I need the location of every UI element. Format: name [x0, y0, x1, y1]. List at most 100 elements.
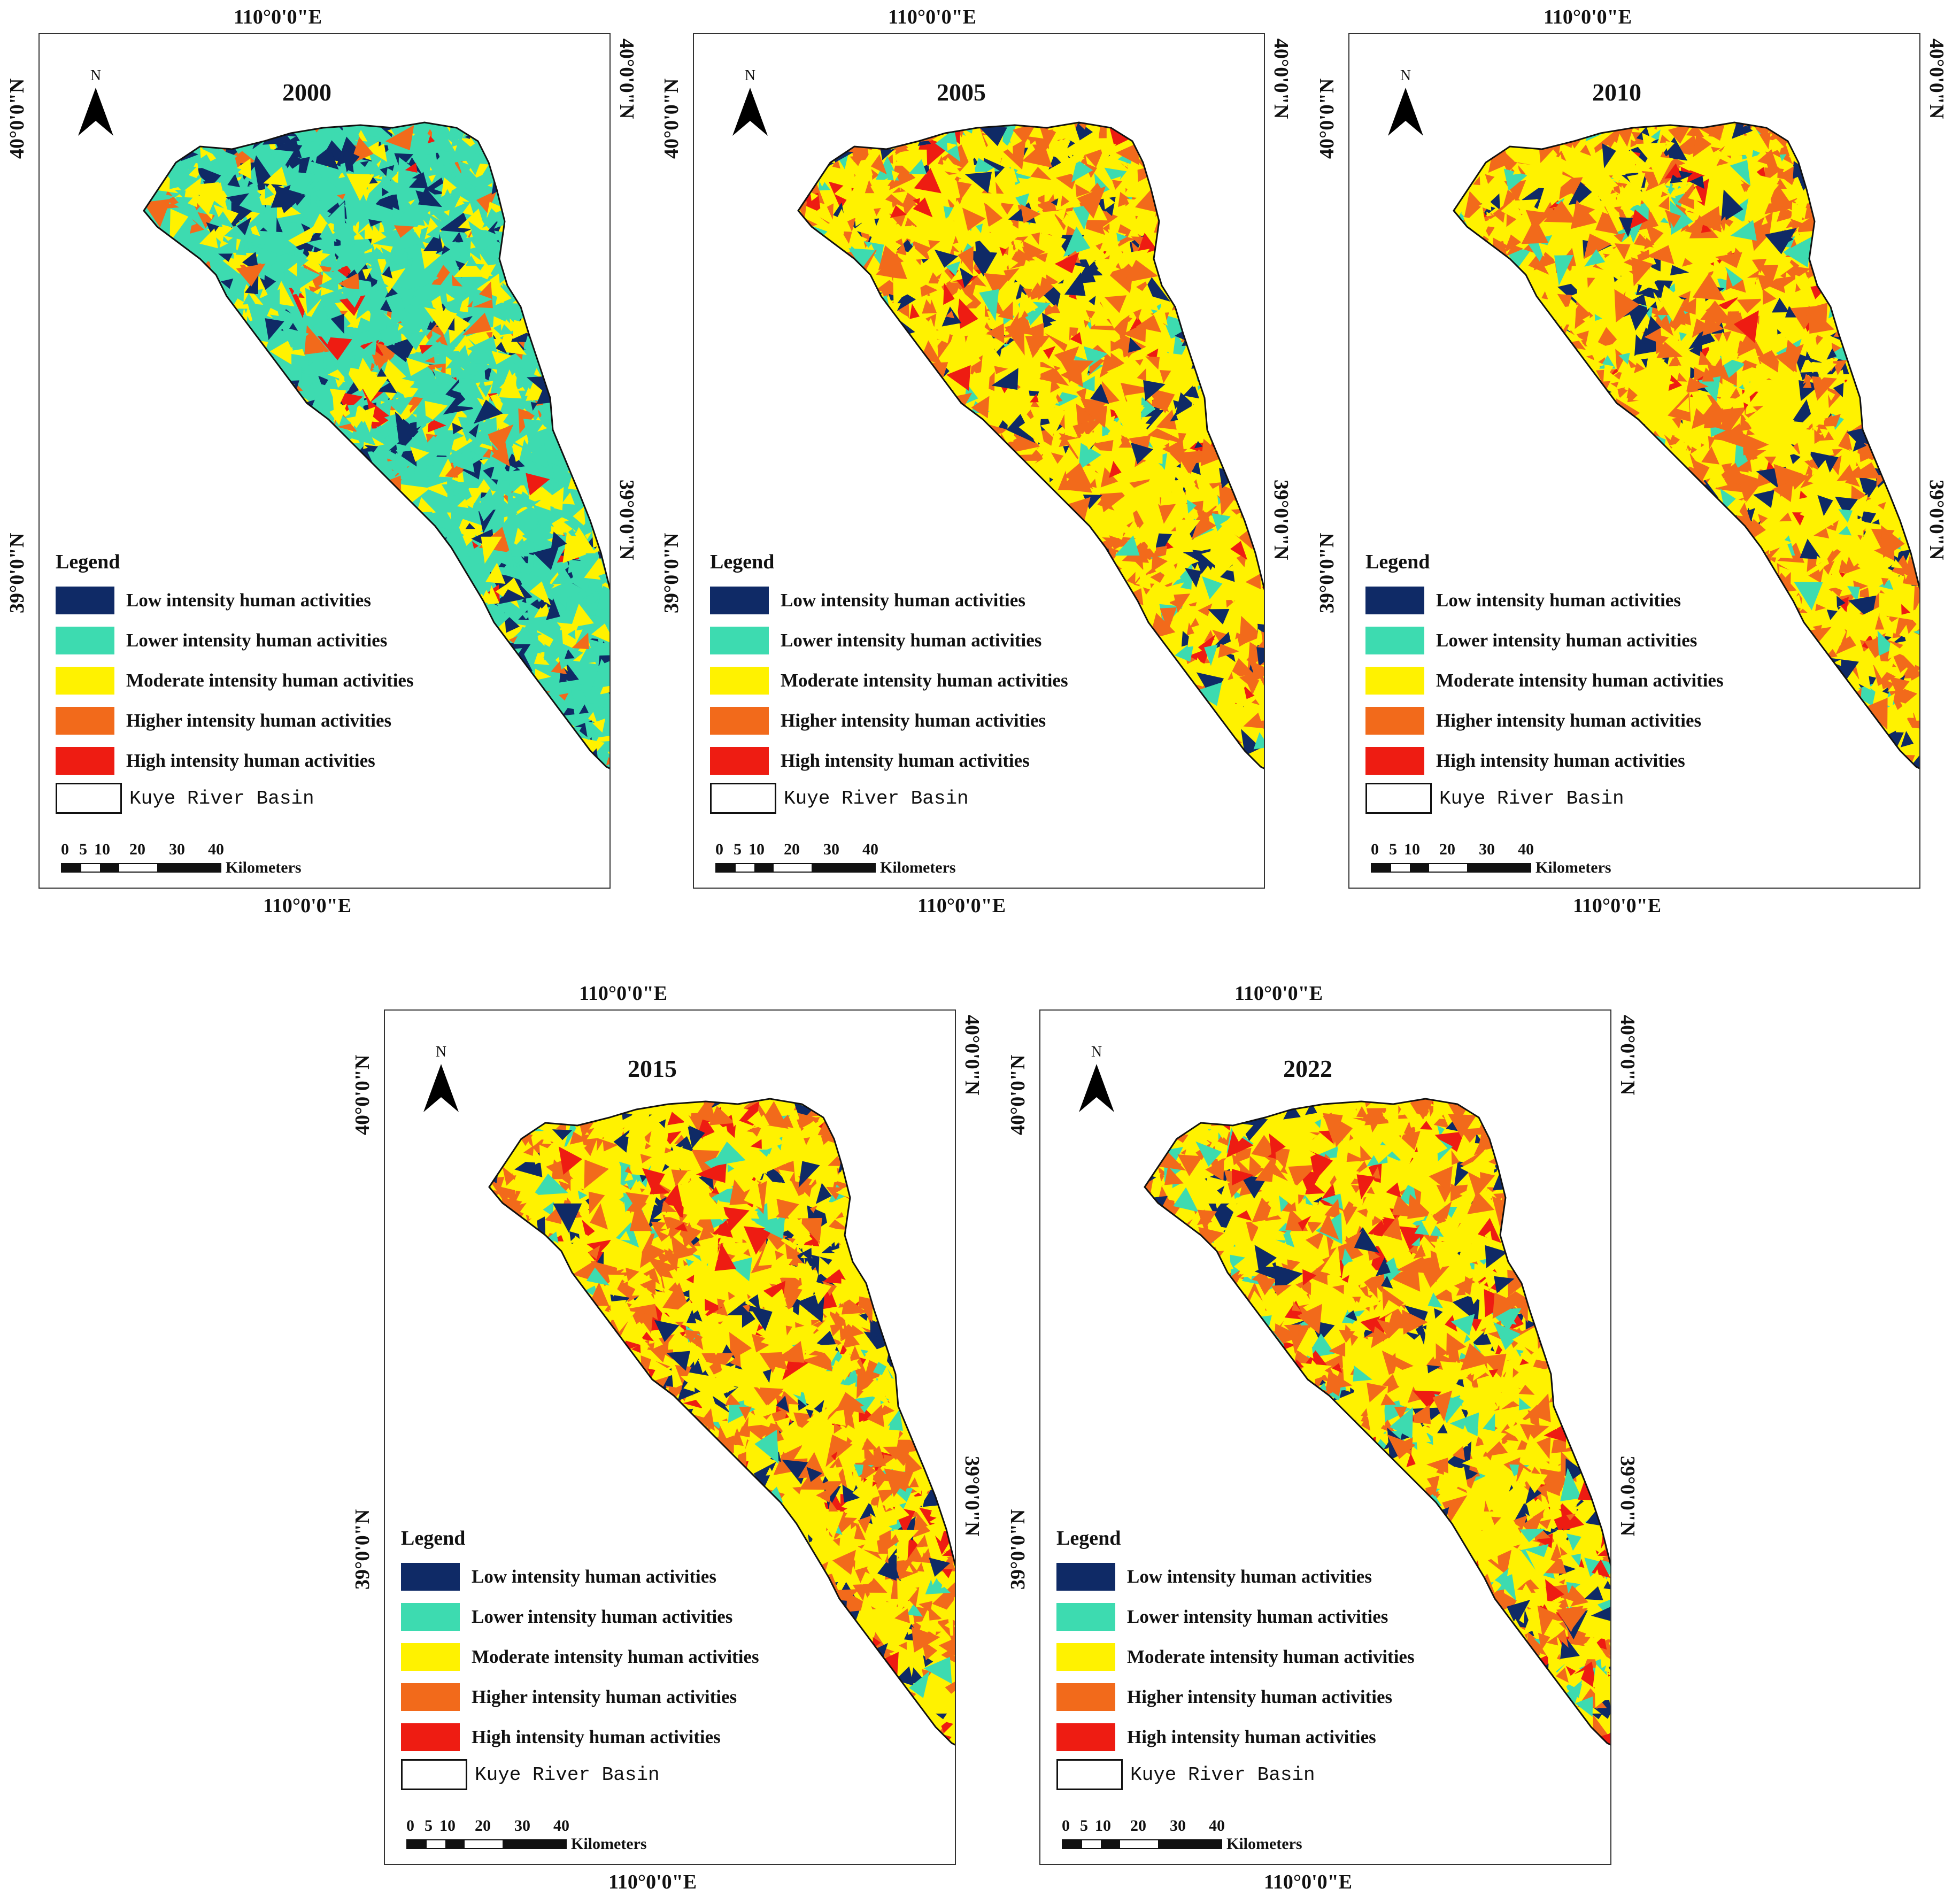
scale-tick-label: 10 — [1095, 1817, 1111, 1834]
north-arrow-icon: N — [422, 1044, 460, 1119]
scale-unit: Kilometers — [1535, 859, 1611, 876]
legend-swatch — [1056, 1643, 1115, 1671]
legend-label: High intensity human activities — [126, 750, 375, 771]
longitude-label-top: 110°0'0"E — [1234, 982, 1323, 1005]
legend-label: Moderate intensity human activities — [1127, 1646, 1415, 1667]
longitude-label-top: 110°0'0"E — [888, 6, 977, 28]
scale-tick-label: 20 — [129, 841, 145, 858]
scale-tick-label: 20 — [784, 841, 800, 858]
map-frame: 2000 N Legend Low intensity human activitie… — [38, 33, 611, 889]
longitude-label-bottom: 110°0'0"E — [263, 895, 352, 917]
legend: Legend Low intensity human activities Lowe… — [401, 1527, 829, 1790]
legend-item: High intensity human activities — [710, 741, 1138, 781]
legend: Legend Low intensity human activities Lowe… — [1056, 1527, 1484, 1790]
map-year-title: 2010 — [1592, 79, 1641, 106]
scale-tick-label: 0 — [406, 1817, 414, 1834]
boundary-label: Kuye River Basin — [1130, 1763, 1315, 1786]
boundary-label: Kuye River Basin — [1439, 787, 1624, 810]
basin-boundary — [488, 1098, 955, 1746]
latitude-label-left-south: 39°0'0"N — [351, 1509, 374, 1590]
scale-tick-label: 30 — [169, 841, 185, 858]
basin-map — [143, 121, 609, 772]
legend-title: Legend — [710, 551, 775, 573]
legend-title: Legend — [1056, 1527, 1121, 1550]
legend-item: Lower intensity human activities — [56, 620, 483, 660]
legend-item: Higher intensity human activities — [1056, 1677, 1484, 1717]
map-panel-2005: 2005 N Legend Low intensity human activitie… — [660, 6, 1292, 917]
latitude-label-right-south: 39°0'0"N — [1925, 480, 1948, 560]
legend: Legend Low intensity human activities Lowe… — [1365, 550, 1793, 814]
map-year-title: 2005 — [937, 79, 986, 106]
longitude-label-bottom: 110°0'0"E — [1264, 1871, 1353, 1893]
legend-swatch — [56, 706, 114, 735]
latitude-label-left-north: 40°0'0"N — [351, 1054, 374, 1135]
scale-tick-label: 5 — [1080, 1817, 1088, 1834]
legend-item: Higher intensity human activities — [401, 1677, 829, 1717]
legend-swatch — [56, 666, 114, 695]
legend-swatch — [56, 586, 114, 614]
basin-boundary — [1453, 121, 1919, 769]
legend-item: Moderate intensity human activities — [401, 1637, 829, 1677]
north-arrow-icon: N — [1078, 1044, 1115, 1119]
legend-item: Moderate intensity human activities — [1056, 1637, 1484, 1677]
legend-label: Moderate intensity human activities — [1436, 669, 1724, 691]
legend-swatch — [710, 746, 769, 775]
legend-title: Legend — [56, 551, 120, 573]
scale-tick-label: 30 — [1170, 1817, 1186, 1834]
scale-tick-label: 30 — [1479, 841, 1495, 858]
legend-swatch — [1365, 666, 1424, 695]
legend-item: Low intensity human activities — [1365, 580, 1793, 620]
legend-label: Higher intensity human activities — [126, 710, 392, 731]
latitude-label-right-south: 39°0'0"N — [1616, 1456, 1639, 1537]
legend-boundary-item: Kuye River Basin — [1056, 1759, 1484, 1790]
scale-tick-label: 5 — [79, 841, 87, 858]
latitude-label-left-south: 39°0'0"N — [6, 533, 28, 613]
boundary-label: Kuye River Basin — [475, 1763, 660, 1786]
north-arrow-icon: N — [77, 67, 114, 142]
map-panel-2000: 2000 N Legend Low intensity human activitie… — [6, 6, 638, 917]
longitude-label-bottom: 110°0'0"E — [917, 895, 1006, 917]
scale-tick-label: 10 — [1404, 841, 1420, 858]
legend-swatch — [56, 746, 114, 775]
legend-swatch — [401, 1683, 460, 1711]
legend: Legend Low intensity human activities Lowe… — [710, 550, 1138, 814]
latitude-label-right-north: 40°0'0"N — [1925, 38, 1948, 119]
legend-item: Higher intensity human activities — [710, 700, 1138, 741]
legend-item: Low intensity human activities — [56, 580, 483, 620]
legend-boundary-item: Kuye River Basin — [56, 783, 483, 814]
legend-swatch — [1056, 1602, 1115, 1631]
basin-map — [488, 1098, 955, 1748]
scale-tick-label: 5 — [425, 1817, 433, 1834]
legend-swatch — [710, 706, 769, 735]
scale-tick-label: 10 — [748, 841, 765, 858]
basin-map — [1144, 1098, 1610, 1748]
scale-tick-label: 40 — [1518, 841, 1534, 858]
map-year-title: 2022 — [1283, 1055, 1332, 1082]
scale-tick-label: 10 — [94, 841, 110, 858]
map-frame: 2022 N Legend Low intensity human activitie… — [1039, 1009, 1611, 1865]
scale-tick-label: 0 — [61, 841, 69, 858]
scale-bar-graphic — [1371, 863, 1531, 873]
legend-label: High intensity human activities — [1127, 1726, 1376, 1747]
legend-item: Low intensity human activities — [401, 1556, 829, 1597]
latitude-label-right-north: 40°0'0"N — [615, 38, 638, 119]
scale-tick-label: 30 — [823, 841, 839, 858]
latitude-label-left-north: 40°0'0"N — [660, 78, 683, 159]
scale-tick-label: 5 — [734, 841, 742, 858]
legend-item: Lower intensity human activities — [1056, 1597, 1484, 1637]
legend-swatch — [401, 1602, 460, 1631]
legend-boundary-item: Kuye River Basin — [1365, 783, 1793, 814]
boundary-label: Kuye River Basin — [784, 787, 969, 810]
legend-item: Low intensity human activities — [710, 580, 1138, 620]
legend-swatch — [710, 666, 769, 695]
scale-tick-label: 20 — [1439, 841, 1455, 858]
longitude-label-top: 110°0'0"E — [1544, 6, 1632, 28]
legend-swatch — [1365, 706, 1424, 735]
legend-item: Higher intensity human activities — [1365, 700, 1793, 741]
legend-label: Low intensity human activities — [472, 1566, 716, 1587]
legend-swatch — [1365, 626, 1424, 654]
north-arrow-icon: N — [1387, 67, 1424, 142]
scale-bar: 0 5 10 20 30 40 Kilometers — [61, 841, 302, 883]
longitude-label-top: 110°0'0"E — [234, 6, 322, 28]
scale-bar: 0 5 10 20 30 40 Kilometers — [406, 1817, 647, 1860]
